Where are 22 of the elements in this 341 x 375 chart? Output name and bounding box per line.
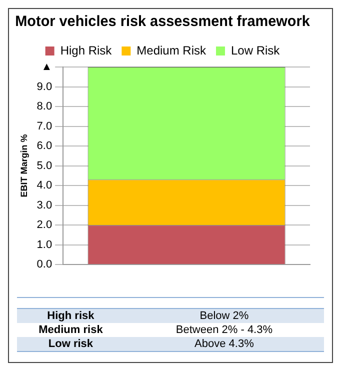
y-tick-label: 7.0 bbox=[36, 120, 52, 132]
y-tick-label: ▲ bbox=[41, 61, 52, 74]
legend-label: Low Risk bbox=[231, 43, 281, 58]
text: Above 4.3% bbox=[194, 337, 255, 352]
y-tick-label: 5.0 bbox=[36, 160, 52, 172]
y-tick-label: 9.0 bbox=[36, 80, 52, 93]
y-tick-label: 2.0 bbox=[36, 219, 52, 232]
y-tick-label: 3.0 bbox=[36, 199, 52, 212]
y-tick-label: 0.0 bbox=[36, 258, 52, 271]
chart-title: Motor vehicles risk assessment framework bbox=[15, 14, 311, 30]
y-tick-label: 8.0 bbox=[36, 100, 52, 113]
text: Medium risk bbox=[38, 323, 104, 337]
text: Between 2% - 4.3% bbox=[174, 323, 274, 337]
y-tick-label: 4.0 bbox=[36, 180, 52, 192]
text: Low risk bbox=[47, 337, 94, 352]
text: High risk bbox=[46, 309, 96, 323]
legend-label: High Risk bbox=[60, 43, 113, 58]
y-tick-label: 6.0 bbox=[36, 140, 52, 152]
y-axis-title: EBIT Margin % bbox=[18, 134, 29, 198]
text: Below 2% bbox=[198, 309, 250, 323]
y-tick-label: 1.0 bbox=[36, 238, 52, 251]
legend-label: Medium Risk bbox=[136, 43, 208, 58]
